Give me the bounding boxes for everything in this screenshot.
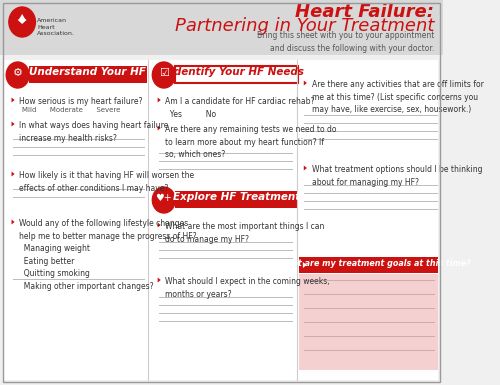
- FancyBboxPatch shape: [29, 66, 147, 83]
- Polygon shape: [158, 97, 160, 102]
- Polygon shape: [18, 17, 26, 24]
- Circle shape: [6, 62, 29, 88]
- Circle shape: [152, 62, 176, 88]
- Text: How serious is my heart failure?: How serious is my heart failure?: [18, 97, 142, 106]
- Polygon shape: [158, 223, 160, 228]
- FancyBboxPatch shape: [0, 0, 443, 55]
- Text: What are my treatment goals at this time?: What are my treatment goals at this time…: [278, 259, 471, 268]
- Text: Would any of the following lifestyle changes
help me to better manage the progre: Would any of the following lifestyle cha…: [18, 219, 196, 291]
- FancyBboxPatch shape: [4, 60, 438, 380]
- Polygon shape: [12, 97, 14, 102]
- Text: Bring this sheet with you to your appointment
and discuss the following with you: Bring this sheet with you to your appoin…: [256, 31, 434, 52]
- Circle shape: [9, 7, 36, 37]
- Polygon shape: [12, 219, 14, 224]
- Text: Are there any remaining tests we need to do
to learn more about my heart functio: Are there any remaining tests we need to…: [164, 125, 336, 159]
- FancyBboxPatch shape: [176, 66, 298, 83]
- FancyBboxPatch shape: [300, 274, 438, 370]
- Text: In what ways does having heart failure
increase my health risks?: In what ways does having heart failure i…: [18, 121, 168, 142]
- Text: What should I expect in the coming weeks,
months or years?: What should I expect in the coming weeks…: [164, 277, 330, 298]
- Polygon shape: [158, 278, 160, 283]
- Polygon shape: [158, 126, 160, 131]
- Text: ☑: ☑: [159, 68, 169, 78]
- FancyBboxPatch shape: [300, 257, 438, 273]
- Text: ♥+: ♥+: [156, 193, 172, 203]
- Polygon shape: [303, 262, 306, 268]
- Text: ⚙: ⚙: [12, 68, 22, 78]
- Text: Heart Failure:: Heart Failure:: [295, 3, 434, 21]
- FancyBboxPatch shape: [176, 191, 298, 208]
- Polygon shape: [304, 80, 307, 85]
- Text: Identify Your HF Needs: Identify Your HF Needs: [170, 67, 304, 77]
- Text: Partnering in Your Treatment: Partnering in Your Treatment: [174, 17, 434, 35]
- Polygon shape: [304, 166, 307, 171]
- Text: Explore HF Treatment: Explore HF Treatment: [173, 192, 300, 202]
- Text: What are the most important things I can
do to manage my HF?: What are the most important things I can…: [164, 222, 324, 243]
- Text: How likely is it that having HF will worsen the
effects of other conditions I ma: How likely is it that having HF will wor…: [18, 171, 194, 192]
- Text: American
Heart
Association.: American Heart Association.: [37, 18, 75, 36]
- Circle shape: [152, 187, 176, 213]
- Text: Understand Your HF: Understand Your HF: [29, 67, 146, 77]
- FancyBboxPatch shape: [0, 0, 443, 385]
- Text: Am I a candidate for HF cardiac rehab?
  Yes          No: Am I a candidate for HF cardiac rehab? Y…: [164, 97, 314, 119]
- Text: Mild      Moderate      Severe: Mild Moderate Severe: [22, 107, 120, 113]
- FancyBboxPatch shape: [4, 5, 71, 50]
- Text: Are there any activities that are off limits for
me at this time? (List specific: Are there any activities that are off li…: [312, 80, 484, 114]
- Polygon shape: [12, 171, 14, 176]
- Polygon shape: [18, 14, 26, 20]
- Text: What treatment options should I be thinking
about for managing my HF?: What treatment options should I be think…: [312, 165, 482, 186]
- Polygon shape: [12, 122, 14, 127]
